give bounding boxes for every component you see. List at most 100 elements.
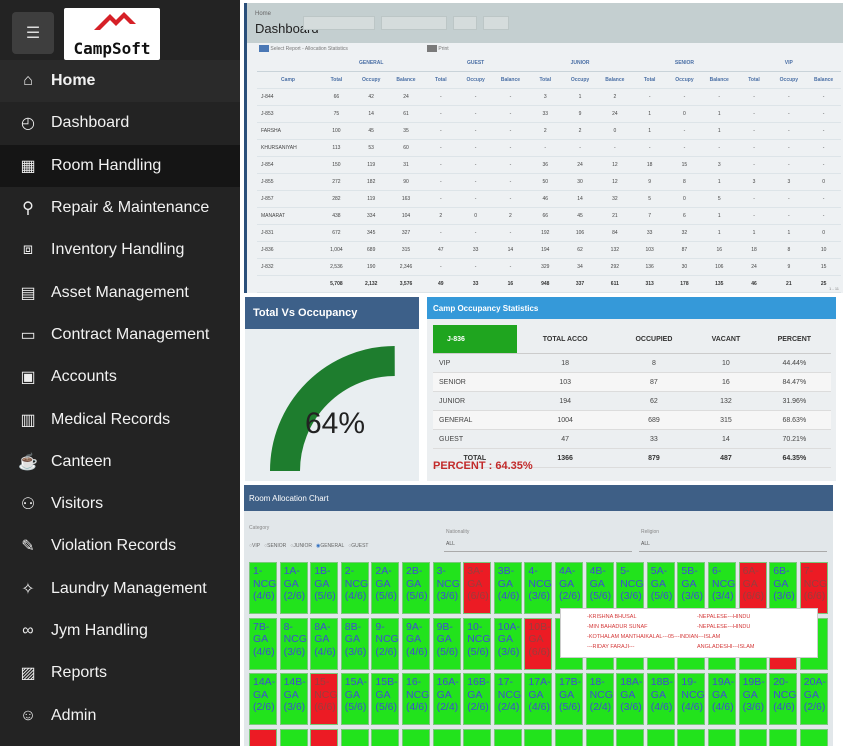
room-tile[interactable]: 10- NCG (5/6)	[463, 617, 492, 670]
room-tile[interactable]: 9B- GA (5/6)	[432, 617, 461, 670]
room-tile[interactable]: 8- NCG (3/6)	[279, 617, 308, 670]
room-tile[interactable]	[432, 728, 461, 746]
category-radio-senior[interactable]: ○SENIOR	[264, 543, 286, 549]
column-occupy[interactable]: Occupy	[562, 71, 598, 89]
nationality-select[interactable]: Nationality ALL	[444, 525, 632, 552]
room-tile[interactable]	[402, 728, 430, 746]
room-tile[interactable]	[616, 728, 645, 746]
category-radio-vip[interactable]: ○VIP	[249, 543, 260, 549]
sidebar-item-inventory-handling[interactable]: ⧈ Inventory Handling	[0, 229, 240, 271]
campsoft-logo[interactable]: CampSoft	[64, 8, 160, 60]
table-row[interactable]: J-857 282 119 163- - -46 14 32 5 0 5- - -	[257, 190, 842, 208]
room-tile[interactable]	[279, 728, 308, 746]
room-tile[interactable]	[310, 728, 339, 746]
room-tile[interactable]	[371, 728, 400, 746]
sidebar-item-repair-maintenance[interactable]: ⚲ Repair & Maintenance	[0, 187, 240, 229]
room-tile[interactable]: 1A- GA (2/6)	[279, 562, 308, 614]
sidebar-item-contract-management[interactable]: ▭ Contract Management	[0, 314, 240, 356]
sidebar-item-medical-records[interactable]: ▥ Medical Records	[0, 398, 240, 440]
room-tile[interactable]	[677, 728, 706, 746]
room-tile[interactable]: 19A- GA (4/6)	[708, 673, 736, 725]
room-tile[interactable]	[249, 728, 277, 746]
room-tile[interactable]: 19B- GA (3/6)	[738, 673, 767, 725]
room-tile[interactable]: 15B- GA (5/6)	[371, 673, 400, 725]
room-tile[interactable]	[555, 728, 583, 746]
column-total-acco[interactable]: TOTAL ACCO	[516, 325, 614, 354]
category-radio-guest[interactable]: ○GUEST	[348, 543, 368, 549]
room-tile[interactable]: 16B- GA (2/6)	[463, 673, 492, 725]
column-balance[interactable]: Balance	[597, 71, 633, 89]
faint-button[interactable]	[453, 16, 477, 30]
room-tile[interactable]: 17A- GA (4/6)	[524, 673, 553, 725]
table-row[interactable]: J-831 672 345 327- - -192 106 84 33 32 1 1 1 0	[257, 224, 842, 242]
room-tile[interactable]: 4B- GA (5/6)	[585, 562, 614, 614]
sidebar-item-accounts[interactable]: ▣ Accounts	[0, 356, 240, 398]
room-tile[interactable]: 14B- GA (3/6)	[279, 673, 308, 725]
table-row[interactable]: KHURSANIYAH 113 53 60- - - - - - - - - - - -	[257, 139, 842, 157]
room-tile[interactable]: 20- NCG (4/6)	[769, 673, 798, 725]
sidebar-item-admin[interactable]: ☺ Admin	[0, 694, 240, 736]
column-camp[interactable]: Camp	[257, 71, 319, 89]
faint-date-field[interactable]	[381, 16, 447, 30]
sidebar-item-home[interactable]: ⌂ Home	[0, 60, 240, 103]
room-tile[interactable]: 2A- GA (5/6)	[371, 562, 400, 614]
room-tile[interactable]: 6- NCG (3/4)	[708, 562, 736, 614]
room-tile[interactable]	[340, 728, 369, 746]
room-tile[interactable]	[585, 728, 614, 746]
table-row[interactable]: J-844 66 42 24- - -3 1 2- - - - - -	[257, 88, 842, 106]
room-tile[interactable]	[769, 728, 798, 746]
column-occupy[interactable]: Occupy	[771, 71, 807, 89]
column-total[interactable]: Total	[632, 71, 668, 89]
room-tile[interactable]: 7B- GA (4/6)	[249, 617, 277, 670]
room-tile[interactable]: 7- NCG (6/6)	[799, 562, 828, 614]
room-tile[interactable]	[524, 728, 553, 746]
religion-select[interactable]: Religion ALL	[639, 525, 827, 552]
room-tile[interactable]: 17- NCG (2/4)	[493, 673, 522, 725]
column-occupy[interactable]: Occupy	[458, 71, 494, 89]
column-balance[interactable]: Balance	[388, 71, 424, 89]
room-tile[interactable]: 6A- GA (6/6)	[738, 562, 767, 614]
column-total[interactable]: Total	[423, 71, 459, 89]
column-total[interactable]: Total	[527, 71, 563, 89]
room-tile[interactable]: 15A- GA (5/6)	[340, 673, 369, 725]
sidebar-item-room-handling[interactable]: ▦ Room Handling	[0, 144, 240, 187]
print-button[interactable]: Print	[427, 45, 449, 52]
column-total[interactable]: Total	[736, 71, 772, 89]
room-tile[interactable]: 8A- GA (4/6)	[310, 617, 339, 670]
column-vacant[interactable]: VACANT	[694, 325, 758, 354]
table-row[interactable]: J-854 150 119 31- - -36 24 12 18 15 3- - -	[257, 156, 842, 174]
room-tile[interactable]: 1- NCG (4/6)	[249, 562, 277, 614]
room-tile[interactable]: 20A- GA (2/6)	[799, 673, 828, 725]
sidebar-item-violation-records[interactable]: ✎ Violation Records	[0, 525, 240, 567]
column-balance[interactable]: Balance	[806, 71, 842, 89]
column-balance[interactable]: Balance	[701, 71, 737, 89]
column-balance[interactable]: Balance	[493, 71, 528, 89]
room-tile[interactable]	[646, 728, 675, 746]
sidebar-item-laundry-management[interactable]: ✧ Laundry Management	[0, 568, 240, 610]
room-tile[interactable]: 15- NCG (6/6)	[310, 673, 339, 725]
room-tile[interactable]: 18B- GA (4/6)	[646, 673, 675, 725]
column-occupy[interactable]: Occupy	[353, 71, 389, 89]
table-row[interactable]: J-853 75 14 61- - -33 9 24 1 0 1- - -	[257, 105, 842, 123]
room-tile[interactable]	[463, 728, 492, 746]
room-tile[interactable]: 5A- GA (5/6)	[646, 562, 675, 614]
room-tile[interactable]: 18A- GA (3/6)	[616, 673, 645, 725]
table-row[interactable]: J-836 1,004 689 315 47 33 14 194 62 132 103 87 16 18 8…	[257, 241, 842, 259]
column-occupied[interactable]: OCCUPIED	[613, 325, 695, 354]
report-select[interactable]: Select Report - Allocation Statistics	[259, 45, 348, 52]
room-tile[interactable]: 2- NCG (4/6)	[340, 562, 369, 614]
hamburger-icon[interactable]: ☰	[12, 12, 54, 54]
room-tile[interactable]: 1B- GA (5/6)	[310, 562, 339, 614]
room-tile[interactable]: 5B- GA (3/6)	[677, 562, 706, 614]
room-tile[interactable]: 6B- GA (3/6)	[769, 562, 798, 614]
room-tile[interactable]: 18- NCG (2/4)	[585, 673, 614, 725]
sidebar-item-reports[interactable]: ▨ Reports	[0, 652, 240, 694]
room-tile[interactable]: 4- NCG (3/6)	[524, 562, 553, 614]
faint-button-2[interactable]	[483, 16, 509, 30]
sidebar-item-asset-management[interactable]: ▤ Asset Management	[0, 271, 240, 313]
room-tile[interactable]	[738, 728, 767, 746]
room-tile[interactable]: 5- NCG (3/6)	[616, 562, 645, 614]
room-tile[interactable]: 2B- GA (5/6)	[402, 562, 430, 614]
room-tile[interactable]: 16- NCG (4/6)	[402, 673, 430, 725]
table-row[interactable]: J-832 2,536 190 2,346- - -329 34 292 136 30 106 24 9…	[257, 258, 842, 276]
